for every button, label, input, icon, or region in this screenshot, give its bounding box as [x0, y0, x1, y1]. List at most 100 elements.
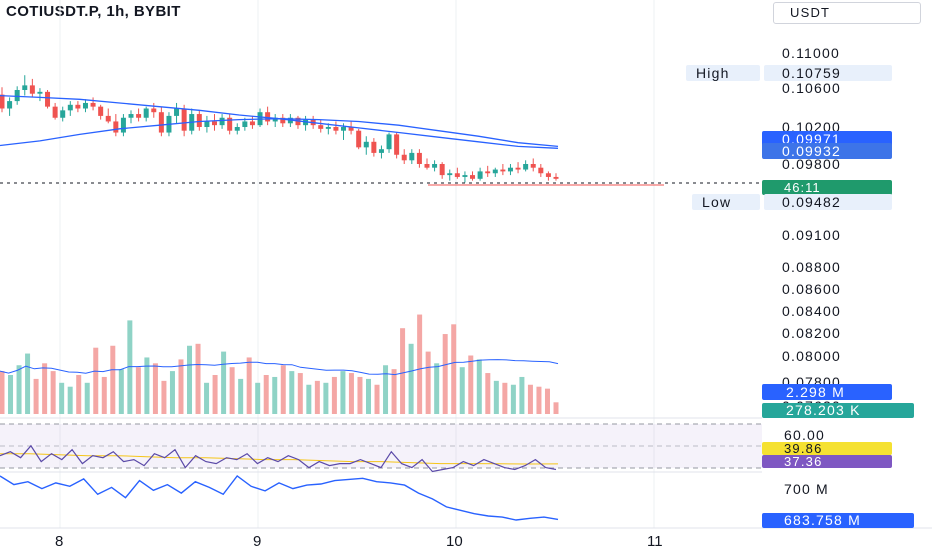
candle: [523, 160, 529, 172]
volume-bar: [246, 357, 252, 414]
ma-slow-value-bg: [762, 143, 892, 159]
candle-body: [211, 121, 217, 126]
candle-body: [272, 117, 278, 122]
time-label-10: 10: [446, 533, 463, 550]
volume-bar: [59, 382, 65, 414]
candle-body: [470, 175, 476, 179]
candle-body: [67, 104, 73, 111]
volume-ma-line: [0, 359, 559, 376]
obv-value: 683.758 M: [784, 512, 861, 528]
volume-bar: [8, 375, 14, 414]
candle: [0, 87, 5, 113]
candle: [181, 104, 187, 137]
candle-body: [447, 173, 453, 176]
countdown-bg: [762, 180, 892, 195]
candle: [470, 171, 476, 181]
volume-bar: [306, 384, 312, 414]
candle: [265, 106, 271, 126]
candle-body: [341, 127, 347, 131]
high-label-bg: [686, 65, 760, 81]
candle-body: [378, 149, 384, 153]
candle: [530, 158, 536, 172]
candle: [219, 114, 225, 129]
obv-line: [0, 475, 559, 521]
candle-body: [136, 114, 142, 118]
candle: [348, 121, 354, 135]
volume-bar: [255, 382, 261, 414]
volume-bar: [544, 388, 550, 414]
candle: [67, 101, 73, 116]
candle-body: [492, 169, 498, 174]
candle: [485, 165, 491, 177]
candle-body: [29, 85, 35, 94]
volume-bar: [135, 367, 141, 414]
candle-body: [462, 175, 468, 177]
volume-bar: [391, 369, 397, 414]
currency-unit-button[interactable]: USDT: [773, 2, 921, 24]
candle: [416, 149, 422, 168]
countdown: 46:11: [784, 180, 821, 195]
candle: [378, 145, 384, 159]
price-tick: 0.09100: [782, 227, 841, 243]
candle-body: [82, 102, 88, 109]
candle: [52, 102, 58, 120]
candle-body: [7, 101, 13, 109]
volume-bar: [93, 347, 99, 414]
low-label-bg: [692, 194, 760, 210]
candle-body: [22, 85, 28, 90]
candle-body: [545, 173, 551, 177]
candle-body: [454, 173, 460, 177]
volume-bar: [365, 378, 371, 414]
candle-body: [75, 104, 81, 109]
volume-bar: [400, 328, 406, 414]
candle: [105, 108, 111, 124]
obv-value-bg: [762, 513, 914, 528]
candle-body: [0, 94, 5, 109]
candle-body: [318, 125, 324, 129]
obv-tick: 700 M: [784, 481, 829, 497]
rsi-value-bg: [762, 455, 892, 468]
volume-bar: [314, 380, 320, 414]
candle: [174, 102, 180, 124]
volume-bar: [485, 373, 491, 414]
volume-bar: [195, 343, 201, 414]
time-label-11: 11: [647, 533, 663, 550]
candle-body: [227, 117, 233, 131]
price-tick: 0.08200: [782, 325, 841, 341]
candle-body: [507, 167, 513, 172]
volume-bar: [519, 376, 525, 414]
volume-bar: [476, 359, 482, 414]
volume-bar: [502, 382, 508, 414]
candle-body: [553, 176, 559, 179]
candle: [401, 149, 407, 164]
candle-body: [98, 106, 104, 116]
volume-bar: [527, 384, 533, 414]
price-tick: 0.08400: [782, 303, 841, 319]
candle-body: [181, 108, 187, 131]
volume-bar: [204, 382, 210, 414]
volume-bar: [383, 365, 389, 414]
volume-bar: [178, 359, 184, 414]
candle: [303, 115, 309, 131]
candle: [151, 102, 157, 118]
volume-bar: [161, 380, 167, 414]
volume-bar: [238, 378, 244, 414]
high-value: 0.10759: [782, 65, 841, 81]
candle: [454, 167, 460, 179]
volume-bars: [0, 314, 559, 414]
candle-body: [196, 114, 202, 127]
volume-bar: [144, 357, 150, 414]
candle: [143, 106, 149, 122]
candle: [318, 119, 324, 133]
candle: [98, 104, 104, 120]
volume-bar: [340, 371, 346, 414]
volume-bar: [357, 376, 363, 414]
rsi-value: 37.36: [784, 454, 823, 469]
volume-bar: [50, 371, 56, 414]
candle-body: [280, 117, 286, 124]
candle-body: [204, 121, 210, 127]
candle: [204, 115, 210, 133]
candle-body: [363, 141, 369, 148]
high-value-bg: [764, 65, 892, 81]
